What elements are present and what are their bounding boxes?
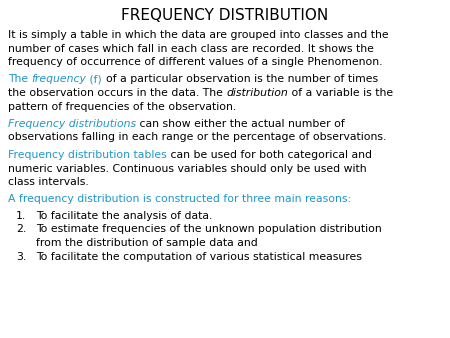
Text: can show either the actual number of: can show either the actual number of <box>136 119 345 129</box>
Text: It is simply a table in which the data are grouped into classes and the: It is simply a table in which the data a… <box>8 30 389 40</box>
Text: of a particular observation is the number of times: of a particular observation is the numbe… <box>106 74 378 84</box>
Text: To estimate frequencies of the unknown population distribution: To estimate frequencies of the unknown p… <box>36 224 382 235</box>
Text: frequency: frequency <box>32 74 86 84</box>
Text: of a variable is the: of a variable is the <box>288 88 393 98</box>
Text: Frequency distribution tables: Frequency distribution tables <box>8 150 167 160</box>
Text: number of cases which fall in each class are recorded. It shows the: number of cases which fall in each class… <box>8 44 374 53</box>
Text: from the distribution of sample data and: from the distribution of sample data and <box>36 238 258 248</box>
Text: To facilitate the analysis of data.: To facilitate the analysis of data. <box>36 211 212 221</box>
Text: class intervals.: class intervals. <box>8 177 89 187</box>
Text: numeric variables. Continuous variables should only be used with: numeric variables. Continuous variables … <box>8 164 367 173</box>
Text: FREQUENCY DISTRIBUTION: FREQUENCY DISTRIBUTION <box>122 8 328 23</box>
Text: pattern of frequencies of the observation.: pattern of frequencies of the observatio… <box>8 101 236 112</box>
Text: The: The <box>8 74 32 84</box>
Text: Frequency distributions: Frequency distributions <box>8 119 136 129</box>
Text: observations falling in each range or the percentage of observations.: observations falling in each range or th… <box>8 132 387 143</box>
Text: 1.: 1. <box>16 211 26 221</box>
Text: can be used for both categorical and: can be used for both categorical and <box>167 150 372 160</box>
Text: distribution: distribution <box>226 88 288 98</box>
Text: To facilitate the computation of various statistical measures: To facilitate the computation of various… <box>36 251 362 262</box>
Text: the observation occurs in the data. The: the observation occurs in the data. The <box>8 88 226 98</box>
Text: 3.: 3. <box>16 251 26 262</box>
Text: 2.: 2. <box>16 224 26 235</box>
Text: A frequency distribution is constructed for three main reasons:: A frequency distribution is constructed … <box>8 194 351 204</box>
Text: frequency of occurrence of different values of a single Phenomenon.: frequency of occurrence of different val… <box>8 57 382 67</box>
Text: (f): (f) <box>86 74 106 84</box>
